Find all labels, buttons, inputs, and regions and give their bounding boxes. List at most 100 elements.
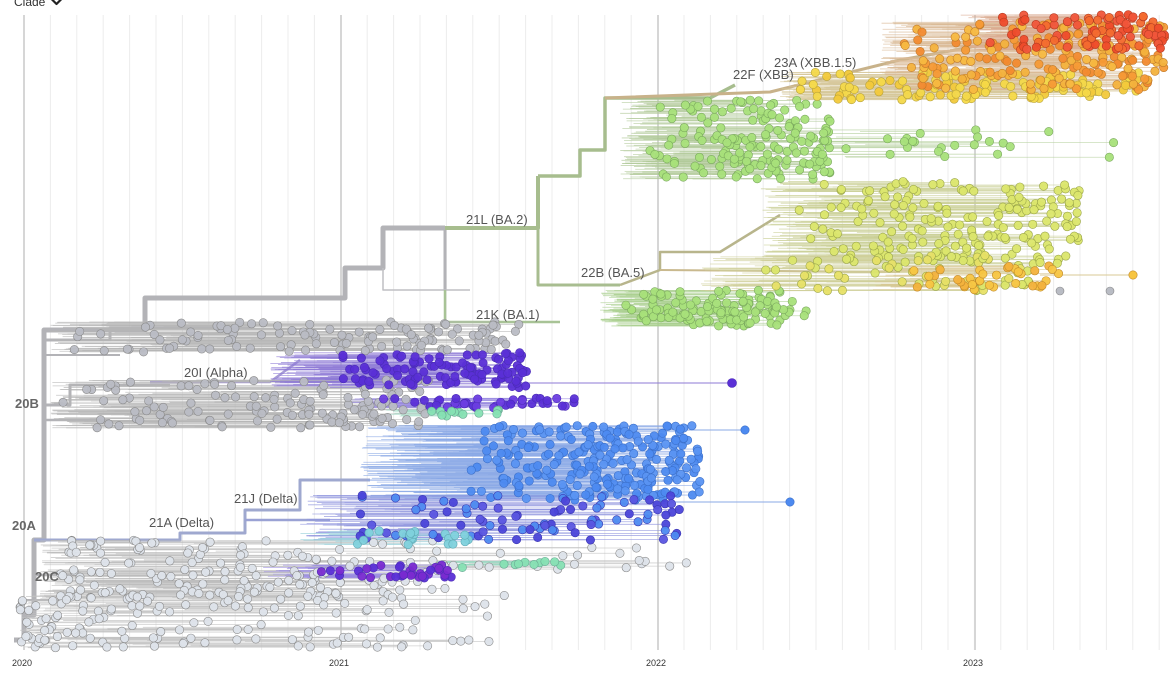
tip: [231, 392, 241, 402]
tip: [410, 397, 420, 407]
tip: [745, 164, 755, 174]
clade-label-23A: 23A (XBB.1.5): [774, 55, 856, 70]
tip: [1000, 233, 1010, 243]
tip: [311, 339, 321, 349]
tip: [139, 347, 149, 357]
tip: [1128, 79, 1138, 89]
tip: [747, 133, 757, 143]
tip: [542, 465, 552, 475]
tip: [935, 90, 945, 100]
tip: [92, 423, 102, 433]
tip: [299, 377, 309, 387]
tip: [122, 344, 132, 354]
tip: [408, 625, 418, 635]
tip: [784, 122, 794, 132]
tip: [18, 596, 28, 606]
tree-tips[interactable]: [15, 10, 1169, 653]
tip: [269, 603, 279, 613]
tip: [745, 95, 755, 105]
tip: [474, 408, 484, 418]
tip: [670, 531, 680, 541]
tip: [417, 571, 427, 581]
tip: [86, 593, 96, 603]
tip: [641, 316, 651, 326]
tip: [194, 589, 204, 599]
tip: [230, 323, 240, 333]
tip: [406, 379, 416, 389]
tip: [132, 592, 142, 602]
tip: [1072, 208, 1082, 218]
tip: [961, 45, 971, 55]
tip: [331, 608, 341, 618]
tip: [496, 397, 506, 407]
tip: [189, 618, 199, 628]
tip: [509, 424, 519, 434]
tip: [749, 104, 759, 114]
tip: [1040, 231, 1050, 241]
tip: [243, 603, 253, 613]
tip: [629, 449, 639, 459]
tip: [716, 308, 726, 318]
tip: [912, 282, 922, 292]
tip: [950, 66, 960, 76]
tip: [922, 255, 932, 265]
tip: [220, 567, 230, 577]
tip: [177, 335, 187, 345]
tip: [968, 232, 978, 242]
tip: [106, 604, 116, 614]
tip: [633, 517, 643, 527]
tip: [247, 563, 257, 573]
tip: [1028, 281, 1038, 291]
tip: [973, 132, 983, 142]
tip: [40, 625, 50, 635]
tip: [146, 568, 156, 578]
tip: [932, 69, 942, 79]
tip: [633, 436, 643, 446]
tip: [114, 421, 124, 431]
tip: [349, 405, 359, 415]
tip: [808, 170, 818, 180]
tip: [578, 501, 588, 511]
tip: [1155, 43, 1165, 53]
tip: [325, 566, 335, 576]
tip: [41, 614, 51, 624]
branch: [24, 225, 445, 618]
tip: [301, 345, 311, 355]
tip: [565, 475, 575, 485]
tip: [220, 393, 230, 403]
tip: [379, 394, 389, 404]
tip: [780, 105, 790, 115]
color-by-dropdown[interactable]: Clade: [14, 0, 63, 9]
tip: [188, 570, 198, 580]
tip: [889, 209, 899, 219]
tip: [96, 536, 106, 546]
tip: [547, 525, 557, 535]
tip: [898, 245, 908, 255]
tip: [222, 325, 232, 335]
tip: [950, 32, 960, 42]
tip: [480, 599, 490, 609]
tip: [917, 27, 927, 37]
tip: [319, 380, 329, 390]
tip: [251, 571, 261, 581]
tip: [402, 341, 412, 351]
tip: [354, 327, 364, 337]
tip: [544, 427, 554, 437]
tip: [518, 368, 528, 378]
tip: [853, 217, 863, 227]
tip: [1118, 71, 1128, 81]
tip: [480, 426, 490, 436]
tip: [558, 551, 568, 561]
tip: [667, 114, 677, 124]
tip: [631, 543, 641, 553]
tip: [293, 641, 303, 651]
tip: [375, 356, 385, 366]
tip: [675, 424, 685, 434]
tip: [31, 601, 41, 611]
tip: [1128, 12, 1138, 22]
tip: [295, 601, 305, 611]
tip: [885, 75, 895, 85]
tip: [341, 338, 351, 348]
tip: [477, 350, 487, 360]
tip: [624, 429, 634, 439]
